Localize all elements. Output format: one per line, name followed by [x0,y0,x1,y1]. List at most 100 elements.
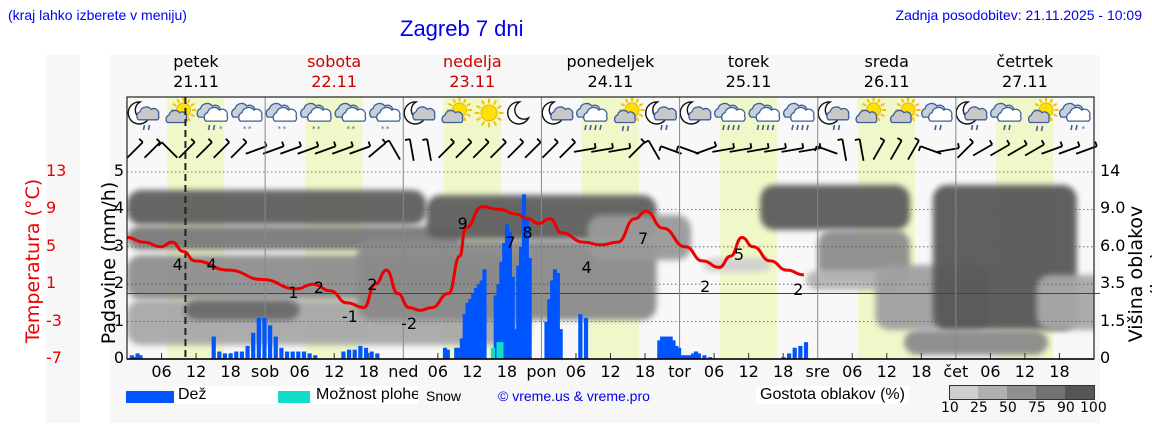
rain-bar [668,336,673,359]
wind-barb-icon [729,143,753,153]
temperature-value-label: 1 [288,283,298,302]
rain-bar [445,349,450,359]
svg-text:*: * [381,125,385,133]
wind-barbs-row [126,137,1098,161]
rain-bar [273,336,278,359]
day-date: 24.11 [587,72,634,91]
temperature-value-label: 4 [173,255,183,274]
wind-barb-icon [404,138,415,161]
wind-barb-icon [746,143,770,153]
shower-legend-label: Možnost plohe [312,386,418,404]
wind-barb-icon [658,145,682,155]
wind-barb-icon [262,141,285,155]
rain-bar [513,329,518,359]
x-axis-label: 06 [980,362,1001,381]
x-axis-label: 12 [462,362,483,381]
wind-barb-icon [524,138,542,159]
night-cloud-icon [541,101,574,125]
shower-bar [499,342,504,359]
cloud-height-tick: 1.5 [1100,310,1126,330]
shower-bar [490,347,496,359]
x-axis-label: 12 [600,362,621,381]
svg-text:*: * [312,125,316,133]
rain-bar [358,345,363,359]
wind-barb-icon [195,138,213,159]
rain-bar [290,351,295,359]
temperature-value-label: 4 [207,255,217,274]
wind-barb-icon [213,138,230,159]
sun-icon [474,98,504,128]
svg-text:*: * [248,125,252,133]
rain-bar [578,314,583,359]
day-header-1: sobota 22.11 [265,52,403,92]
precip-tick: 2 [113,273,124,293]
day-header-2: nedelja 23.11 [403,52,541,92]
cloud-height-tick: 3.5 [1100,273,1126,293]
cloud-height-tick: 0 [1100,348,1111,367]
night-cloud-rain-icon [127,101,160,131]
wind-barb-icon [990,139,1011,157]
day-date: 23.11 [449,72,496,91]
density-swatch [1007,385,1036,400]
x-axis-label: 18 [1049,362,1070,381]
rain-bar [239,351,245,359]
x-axis-label: 06 [565,362,587,381]
rain-bar [284,351,290,359]
rain-bar [786,353,792,359]
rain-bar [507,231,512,359]
temperature-value-label: -2 [401,314,417,333]
wind-barb-icon [608,143,632,153]
day-name: petek [173,52,219,71]
x-axis-label: 06 [703,362,725,381]
wind-barb-icon [814,145,838,155]
wind-barb-icon [1075,141,1098,155]
temperature-tick: 13 [46,161,67,180]
x-axis-label: 12 [1014,362,1036,381]
wind-barb-icon [143,138,161,159]
temperature-tick: 9 [46,198,57,218]
density-swatch [1036,385,1065,400]
night-cloud-rain-icon [645,101,677,131]
cloud-rain-icon [990,102,1022,131]
last-update: Zadnja posodobitev: 21.11.2025 - 10:09 [895,7,1142,23]
rain-bar [352,349,357,359]
wind-barb-icon [712,143,735,153]
svg-text:*: * [386,125,390,133]
temperature-tick: -3 [46,310,62,330]
cloud-snow-icon: * * [265,102,298,133]
wind-barb-icon [455,138,473,159]
rain-bar [510,276,515,359]
x-axis-label: ned [388,362,419,381]
day-name: sreda [864,52,909,71]
rain-bar [674,345,679,359]
cloud-rain-icon [783,102,815,131]
rain-bar [803,342,809,359]
night-icon [507,101,531,125]
precip-tick: 3 [113,235,124,255]
x-axis-label: 18 [772,362,794,381]
cloud-rain-snow-icon: * [196,102,229,133]
cloud-height-tick: 14 [1100,161,1121,180]
copyright-link[interactable]: © vreme.us & vreme.pro [498,388,650,404]
rain-bar [504,224,510,359]
density-swatch [1065,385,1095,400]
day-name: torek [727,52,770,71]
rain-bar [665,336,670,359]
cloud-density-region [184,300,300,320]
wind-barb-icon [764,143,787,153]
svg-text:*: * [219,125,223,133]
temperature-value-label: 5 [734,245,744,264]
svg-text:*: * [317,125,321,133]
rain-bar [583,317,589,359]
rain-bar [482,269,487,359]
rain-bar [341,351,346,359]
x-axis-label: 06 [842,362,863,381]
rain-bar [296,351,301,359]
wind-barb-icon [1007,139,1028,157]
wind-barb-icon [349,141,372,155]
rain-bar [524,216,529,359]
wind-barb-icon [297,141,320,155]
wind-barb-icon [956,138,974,159]
density-tick: 75 [1028,400,1046,416]
rain-bar [442,347,448,359]
